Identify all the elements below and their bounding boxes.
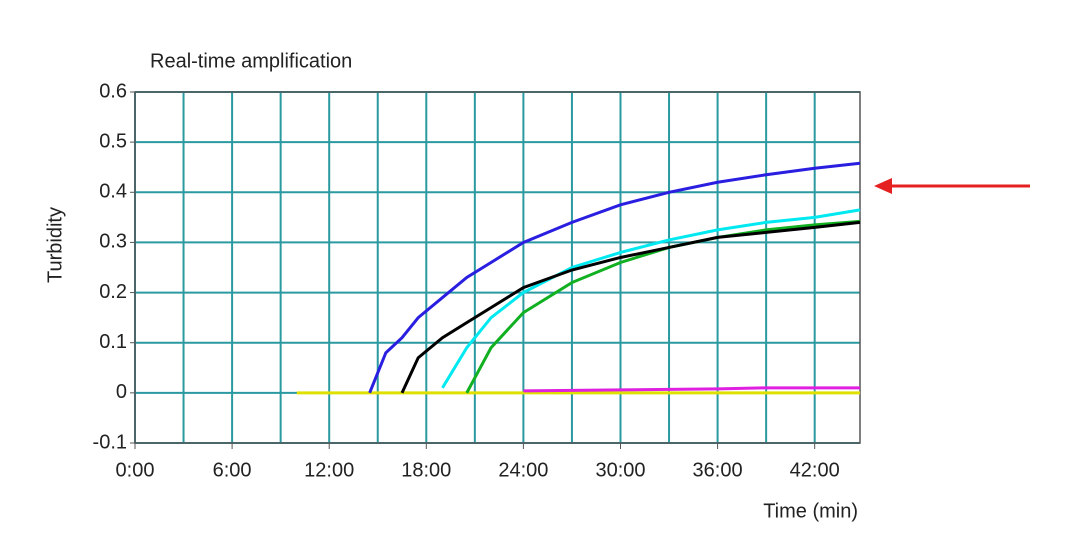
- arrow: [874, 178, 1030, 194]
- x-tick-label: 12:00: [304, 459, 354, 481]
- series-line: [441, 208, 861, 389]
- y-tick-label: 0.6: [99, 80, 127, 102]
- x-tick-label: 0:00: [116, 459, 155, 481]
- chart-title: Real-time amplification: [150, 50, 352, 72]
- y-tick-label: 0.4: [99, 181, 127, 203]
- x-tick-label: 42:00: [790, 459, 840, 481]
- y-tick-label: 0.5: [99, 130, 127, 152]
- y-tick-label: 0.3: [99, 231, 127, 253]
- x-tick-label: 36:00: [693, 459, 743, 481]
- y-tick-label: 0.1: [99, 331, 127, 353]
- x-axis-label: Time (min): [763, 500, 858, 522]
- series-line: [523, 386, 860, 393]
- y-axis-label: Turbidity: [44, 207, 66, 283]
- x-tick-label: 6:00: [213, 459, 252, 481]
- y-tick-label: -0.1: [93, 431, 127, 453]
- y-tick-label: 0.2: [99, 281, 127, 303]
- series-line: [400, 220, 861, 394]
- x-tick-label: 18:00: [401, 459, 451, 481]
- series-line: [368, 161, 861, 394]
- x-tick-label: 24:00: [498, 459, 548, 481]
- series-line: [465, 219, 861, 394]
- arrow-head: [874, 178, 892, 194]
- plot-frame: [134, 91, 861, 444]
- x-tick-label: 30:00: [595, 459, 645, 481]
- y-tick-label: 0: [116, 381, 127, 403]
